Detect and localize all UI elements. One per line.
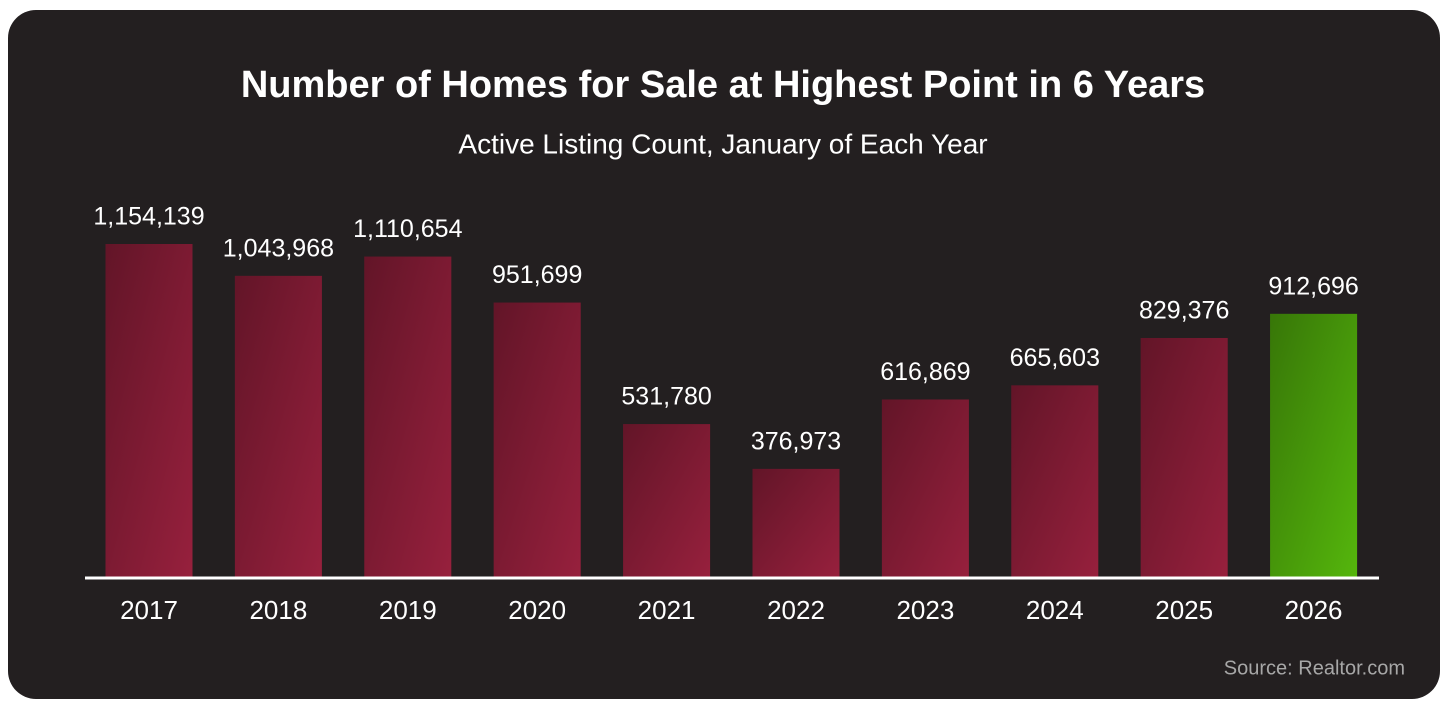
bar-shade	[234, 275, 322, 578]
source: Source: Realtor.com	[1224, 657, 1405, 679]
x-tick-label: 2026	[1285, 595, 1343, 625]
value-label: 376,973	[751, 428, 841, 456]
x-tick-label: 2023	[896, 595, 954, 625]
bar-shade	[623, 424, 711, 578]
value-label: 531,780	[621, 383, 711, 411]
bar-shade	[1011, 385, 1099, 578]
x-tick-label: 2025	[1155, 595, 1213, 625]
x-tick-label: 2021	[638, 595, 696, 625]
value-label: 1,043,968	[223, 234, 334, 262]
x-tick-label: 2018	[249, 595, 307, 625]
value-label: 912,696	[1268, 272, 1358, 300]
value-label: 1,110,654	[353, 215, 462, 243]
x-tick-label: 2017	[120, 595, 178, 625]
bar-shade	[881, 399, 969, 578]
bar-shade	[1270, 313, 1358, 578]
chart-title: Number of Homes for Sale at Highest Poin…	[241, 64, 1205, 106]
x-tick-label: 2020	[508, 595, 566, 625]
chart-subtitle: Active Listing Count, January of Each Ye…	[458, 128, 987, 159]
x-tick-label: 2022	[767, 595, 825, 625]
bar-shade	[1140, 337, 1228, 578]
x-tick-label: 2024	[1026, 595, 1084, 625]
value-label: 616,869	[880, 358, 970, 386]
bar-shade	[364, 256, 452, 578]
value-label: 951,699	[492, 261, 582, 289]
value-label: 1,154,139	[93, 203, 204, 231]
value-label: 665,603	[1010, 344, 1100, 372]
bar-shade	[493, 302, 581, 578]
x-tick-label: 2019	[379, 595, 437, 625]
value-label: 829,376	[1139, 297, 1229, 325]
bar-shade	[105, 244, 193, 578]
bar-shade	[752, 468, 840, 578]
